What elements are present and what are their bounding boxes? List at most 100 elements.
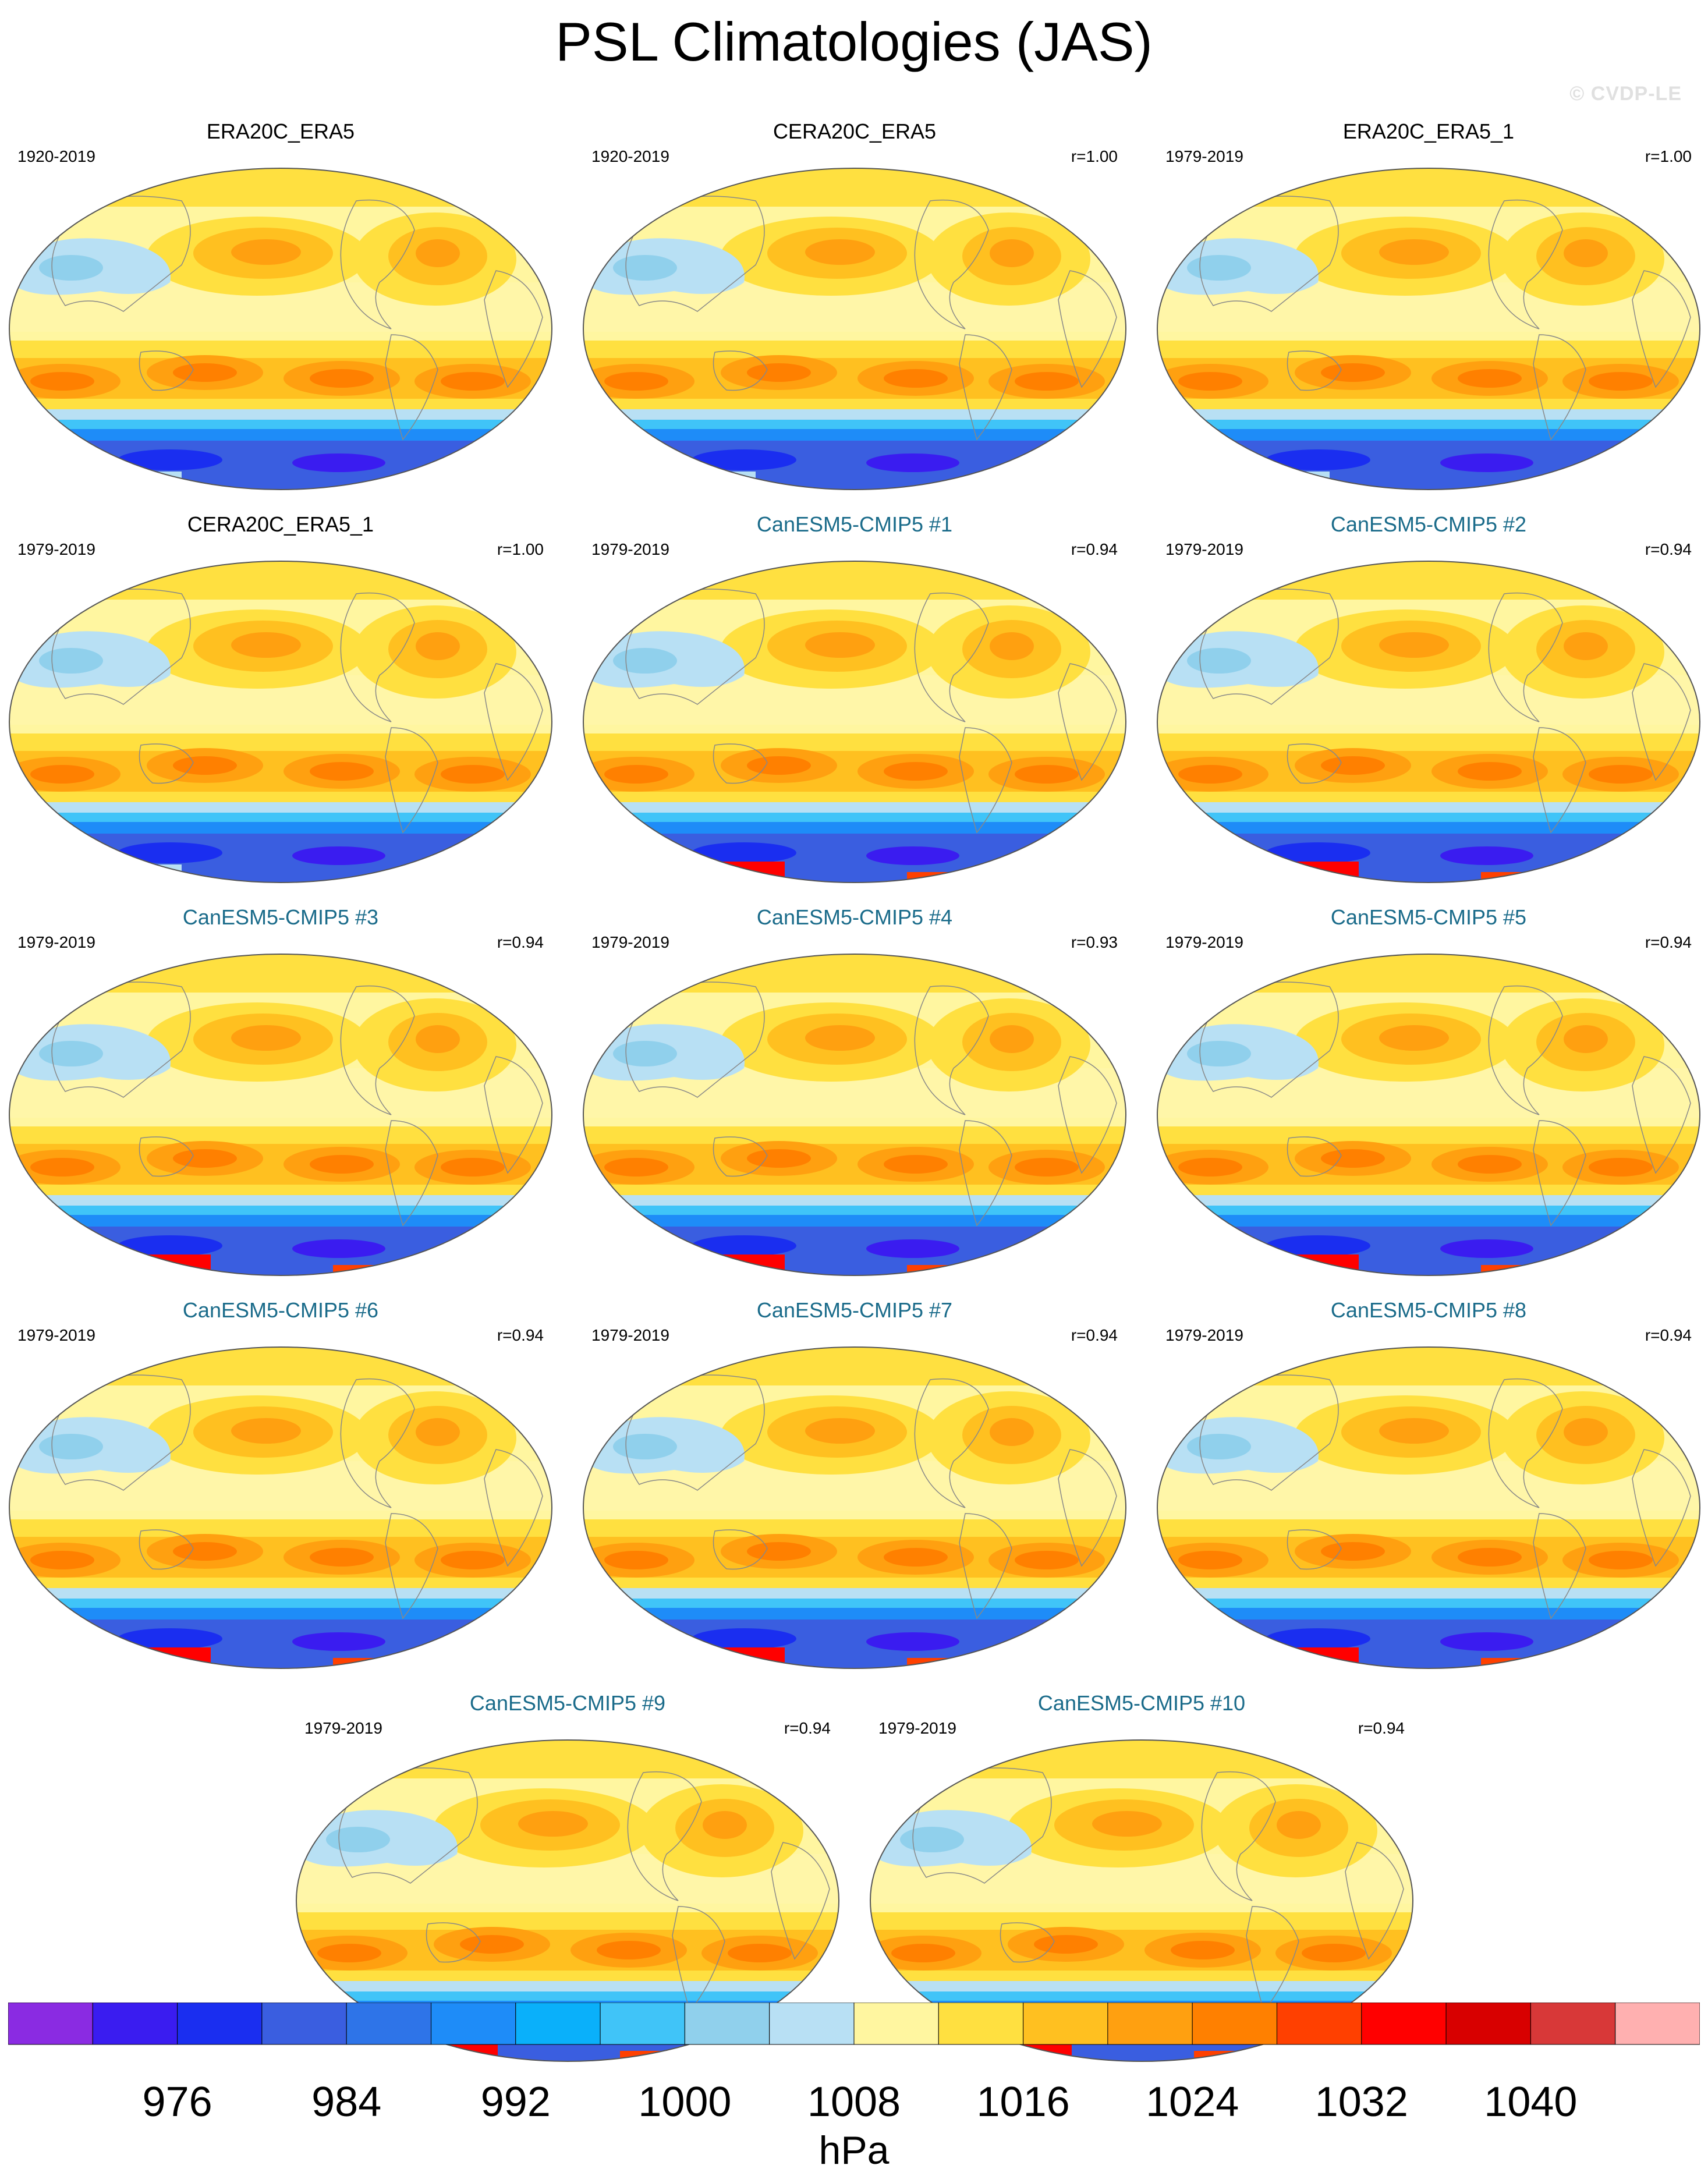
deep-low-1 — [118, 449, 222, 470]
southern-high-core-4 — [441, 765, 505, 784]
colorbar-swatch — [853, 2003, 939, 2045]
panel-title: CanESM5-CMIP5 #8 — [1330, 1298, 1527, 1322]
coastline-south-america — [1533, 1120, 1586, 1227]
panel-period: 1979-2019 — [1165, 1326, 1243, 1344]
colorbar-swatch — [938, 2003, 1024, 2045]
colorbar-swatch — [1192, 2003, 1277, 2045]
coastline-australia — [713, 1136, 768, 1177]
coastline-south-america — [672, 1906, 725, 2012]
coastline-eurasia — [912, 1767, 1052, 1884]
circumpolar-trough — [9, 441, 552, 490]
psl-map — [1157, 168, 1700, 490]
map-border — [296, 1739, 839, 2062]
southern-high-core-4 — [441, 1551, 505, 1569]
coastline-africa — [771, 1842, 830, 1960]
antarctic-high-core — [1283, 1260, 1318, 1275]
southern-high-core-4 — [1015, 372, 1079, 391]
colorbar-tick-label: 1040 — [1484, 2079, 1578, 2125]
subpolar-band-1008 — [583, 409, 1126, 421]
southern-high-core-3 — [884, 762, 948, 781]
panel-period: 1920-2019 — [591, 147, 669, 165]
map-panel: CanESM5-CMIP5 #8 1979-2019 r=0.94 — [1155, 1298, 1702, 1671]
southern-high-core-2 — [747, 756, 811, 775]
antarctic-high-core — [1283, 1653, 1318, 1668]
subpolar-band-1008 — [9, 1195, 552, 1207]
subpolar-band-992 — [9, 1215, 552, 1228]
panel-correlation: r=0.93 — [1071, 933, 1118, 951]
antarctic-high-core — [709, 1260, 744, 1275]
southern-high-core-2 — [173, 1149, 237, 1168]
subpolar-band-1000 — [1157, 1599, 1700, 1609]
map-border — [583, 1346, 1126, 1669]
colorbar-swatch — [8, 2003, 93, 2045]
coastline-south-america — [1246, 1906, 1299, 2012]
panel-correlation: r=0.94 — [1645, 933, 1692, 951]
antarctic-high — [112, 1647, 211, 1668]
panel-title: CanESM5-CMIP5 #1 — [756, 512, 953, 536]
coastline-australia — [713, 1529, 768, 1570]
colorbar-swatch — [177, 2003, 263, 2045]
circumpolar-trough — [1157, 1227, 1700, 1275]
coastline-africa — [484, 1449, 543, 1567]
panel-period: 1979-2019 — [1165, 933, 1243, 951]
subpolar-band-1008 — [583, 802, 1126, 814]
asian-monsoon-low-core — [1187, 648, 1251, 674]
arctic-band — [1157, 561, 1700, 600]
antarctic-high — [1260, 862, 1359, 883]
coastline-eurasia — [625, 981, 765, 1098]
southern-high-core-2 — [1321, 363, 1385, 382]
coastline-north-america — [1488, 985, 1563, 1115]
north-pacific-high-core — [1379, 239, 1449, 265]
antarctic-plateau — [112, 864, 182, 883]
southern-high-core-3 — [884, 1548, 948, 1567]
subpolar-band-1000 — [870, 1991, 1413, 2002]
azores-high-core — [416, 1025, 460, 1053]
coastline-south-america — [385, 727, 438, 834]
antarctic-high-core — [135, 1653, 170, 1668]
panel-title: CanESM5-CMIP5 #5 — [1330, 905, 1527, 929]
colorbar-swatch — [431, 2003, 516, 2045]
psl-map — [583, 954, 1126, 1276]
azores-high-core — [1564, 632, 1608, 660]
coastline-australia — [139, 1136, 194, 1177]
southern-high-core-3 — [884, 369, 948, 388]
psl-map — [9, 1346, 552, 1669]
southern-high-core-4 — [1015, 1158, 1079, 1176]
panel-title: CERA20C_ERA5 — [773, 119, 937, 143]
arctic-band — [583, 561, 1126, 600]
azores-high-core — [1564, 1418, 1608, 1446]
southern-high-core-2 — [747, 363, 811, 382]
coastline-eurasia — [1199, 196, 1339, 312]
deep-low-1 — [118, 1628, 222, 1649]
azores-high-core — [416, 239, 460, 267]
southern-high-core-2 — [173, 1542, 237, 1561]
antarctic-plateau — [686, 472, 756, 490]
panel-correlation: r=0.94 — [1071, 540, 1118, 558]
asian-monsoon-low-core — [900, 1827, 964, 1852]
deep-low-2 — [1440, 1239, 1533, 1258]
southern-high-core-3 — [1458, 1548, 1522, 1567]
antarctic-high — [1260, 1254, 1359, 1275]
panel-correlation: r=1.00 — [1645, 147, 1692, 165]
coastline-eurasia — [1199, 589, 1339, 705]
colorbar-swatch — [1277, 2003, 1362, 2045]
arctic-band — [9, 954, 552, 993]
coastline-eurasia — [625, 589, 765, 705]
southern-high-core-1 — [604, 1551, 668, 1569]
antarctic-plateau — [1260, 472, 1330, 490]
panel-title: ERA20C_ERA5 — [206, 119, 355, 143]
coastline-north-america — [340, 592, 415, 722]
southern-high-core-1 — [30, 1551, 94, 1569]
deep-low-1 — [118, 1235, 222, 1256]
antarctic-high — [686, 1254, 785, 1275]
antarctic-plateau-high — [1271, 475, 1318, 490]
coastline-south-america — [385, 334, 438, 441]
subpolar-band-992 — [583, 1608, 1126, 1621]
coastline-africa — [484, 270, 543, 388]
psl-map — [1157, 954, 1700, 1276]
coastline-eurasia — [625, 1374, 765, 1491]
circumpolar-trough — [583, 441, 1126, 490]
coastline-australia — [1287, 350, 1342, 391]
subpolar-band-992 — [9, 429, 552, 442]
north-pacific-high-core — [805, 1025, 875, 1051]
